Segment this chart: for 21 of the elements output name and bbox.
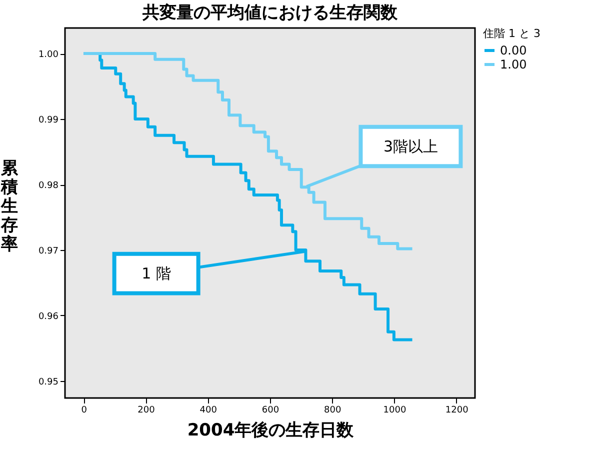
y-tick-label: 0.98 (38, 181, 59, 192)
y-tick-label: 1.00 (38, 50, 59, 60)
x-tick-label: 600 (262, 406, 280, 416)
x-axis-title: 2004年後の生存日数 (187, 420, 355, 440)
y-tick-label: 0.96 (38, 312, 59, 322)
chart-title: 共変量の平均値における生存関数 (142, 3, 398, 23)
x-tick-label: 400 (200, 406, 218, 416)
x-tick-label: 0 (81, 406, 88, 416)
x-tick-label: 1200 (445, 406, 469, 416)
x-tick-label: 200 (138, 406, 156, 416)
y-tick-label: 0.95 (38, 377, 58, 388)
annotation: 1 階 (142, 264, 171, 283)
annotation: 3階以上 (383, 138, 438, 156)
legend-label: 0.00 (500, 44, 527, 58)
y-tick-label: 0.99 (38, 116, 59, 126)
x-tick-label: 1000 (383, 406, 406, 416)
y-tick-label: 0.97 (38, 246, 58, 256)
legend-label: 1.00 (500, 58, 527, 72)
x-tick-label: 800 (324, 406, 342, 416)
legend-title: 住階 1 と 3 (483, 27, 540, 40)
y-axis-title: 累積生存率 (0, 158, 19, 254)
